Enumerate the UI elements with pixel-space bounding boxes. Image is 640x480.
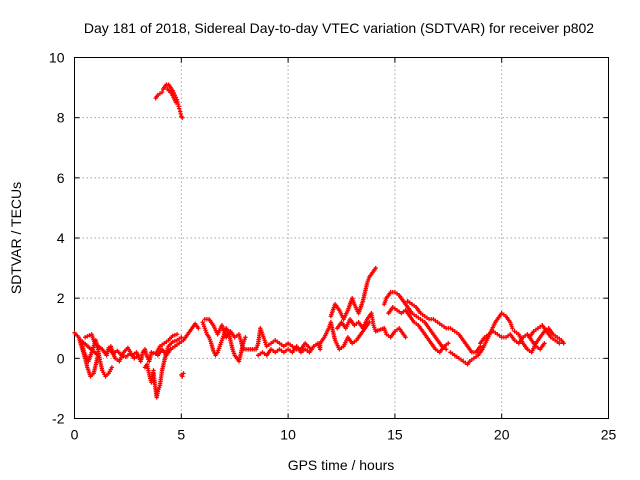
y-tick-label: 2 [57,290,65,306]
data-point [557,341,562,346]
data-point [181,371,186,376]
data-point [170,339,175,344]
x-tick-label: 10 [280,427,296,443]
y-tick-labels: -2 0 2 4 6 8 10 [49,50,65,427]
data-point [176,106,182,111]
data-point [170,88,175,93]
data-point [510,326,515,331]
y-axis-label: SDTVAR / TECUs [8,182,24,294]
y-tick-label: 6 [57,170,65,186]
chart-title: Day 181 of 2018, Sidereal Day-to-day VTE… [84,20,594,36]
data-point [403,335,408,340]
data-point [144,354,150,360]
data-point-interp [151,350,156,356]
data-point [243,335,248,340]
data-point [159,89,165,95]
x-tick-labels: 0 5 10 15 20 25 [71,427,617,443]
data-point [443,347,449,352]
data-points [72,82,566,400]
data-point [373,265,378,271]
data-point [561,341,566,346]
y-tick-label: 8 [57,110,65,126]
y-tick-label: 0 [57,350,65,366]
x-tick-label: 25 [601,427,617,443]
x-tick-label: 20 [494,427,510,443]
y-tick-label: 4 [57,230,65,246]
data-point [542,341,547,346]
data-point [196,326,201,331]
data-point-interp [172,338,178,344]
data-point [211,348,216,354]
data-point [149,350,154,355]
axis-ticks [74,57,609,419]
data-point-interp [171,90,177,96]
data-point [180,374,185,379]
grid-lines [74,57,609,419]
data-point [180,115,185,120]
data-point [173,100,179,105]
data-point [179,335,184,340]
data-point [170,333,175,338]
data-point [367,320,372,325]
data-point-interp [212,350,217,356]
data-point [151,380,156,385]
x-axis-label: GPS time / hours [288,457,395,473]
data-point [446,341,451,346]
data-point-interp [172,332,178,338]
data-point [109,365,115,370]
y-tick-label: 10 [49,50,65,66]
x-tick-label: 5 [177,427,185,443]
x-tick-label: 15 [387,427,403,443]
y-tick-label: -2 [52,411,65,427]
data-point [174,332,180,337]
x-tick-label: 0 [71,427,79,443]
